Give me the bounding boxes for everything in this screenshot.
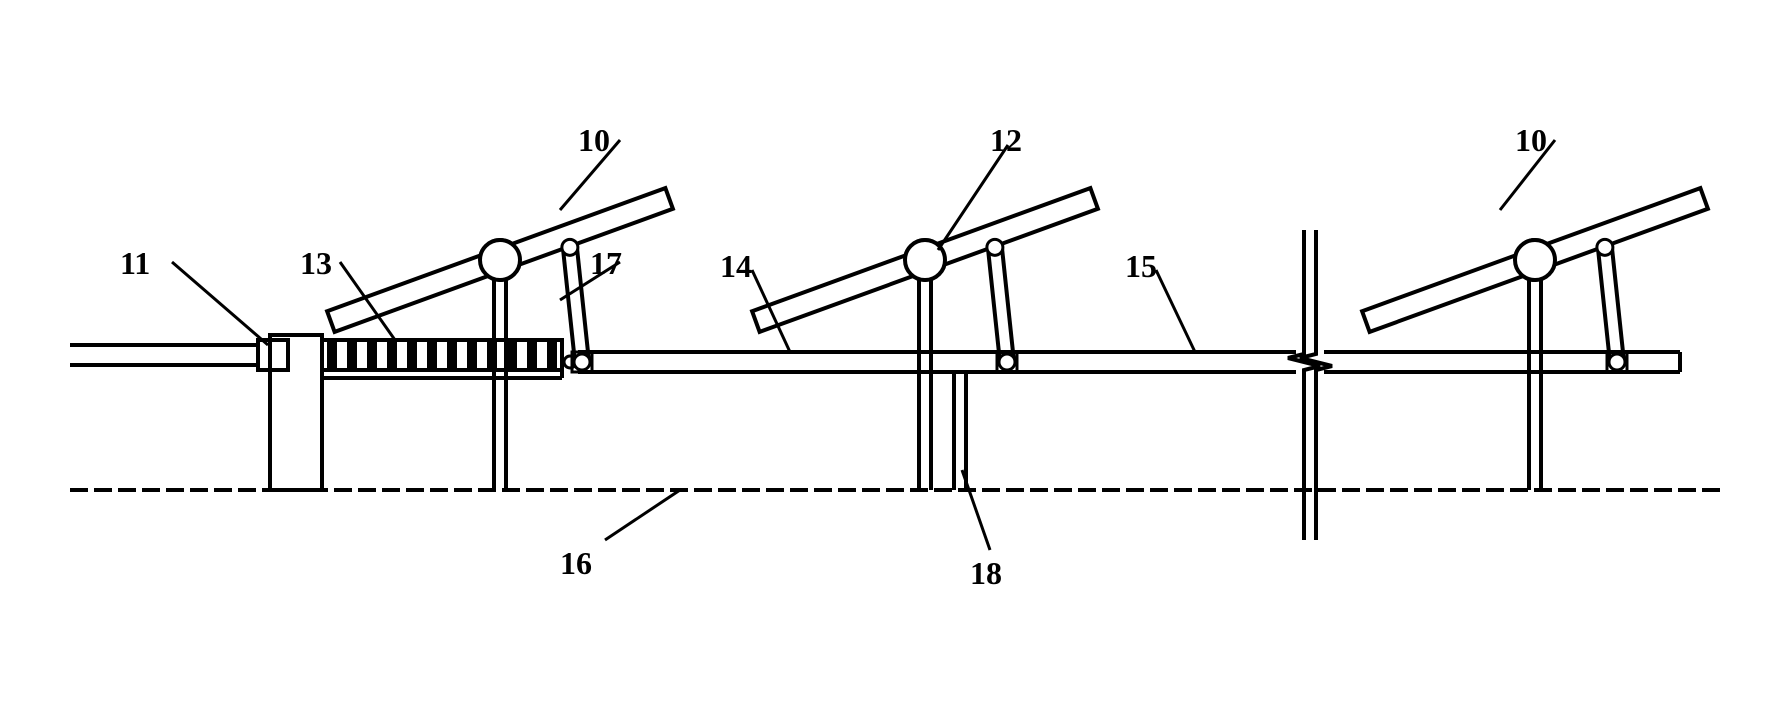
- callout-17: 17: [590, 245, 622, 282]
- callout-10: 10: [1515, 122, 1547, 159]
- diagram-svg: [0, 0, 1769, 725]
- callout-16: 16: [560, 545, 592, 582]
- callout-14: 14: [720, 248, 752, 285]
- callout-12: 12: [990, 122, 1022, 159]
- callout-18: 18: [970, 555, 1002, 592]
- callout-15: 15: [1125, 248, 1157, 285]
- callout-11: 11: [120, 245, 150, 282]
- callout-10: 10: [578, 122, 610, 159]
- callout-13: 13: [300, 245, 332, 282]
- diagram-canvas: 10 10 11 12 13 14 15 16 17 18: [0, 0, 1769, 725]
